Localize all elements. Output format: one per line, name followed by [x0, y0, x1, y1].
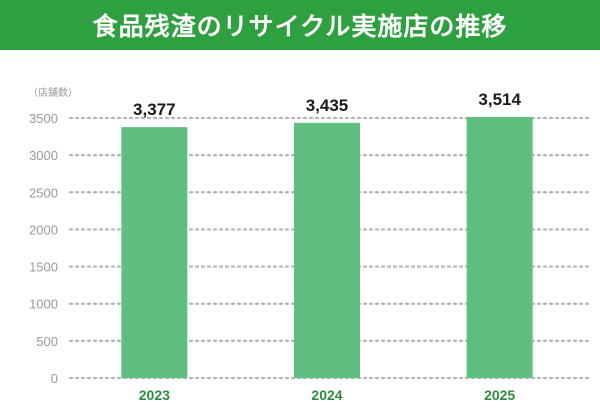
chart-title-banner: 食品残渣のリサイクル実施店の推移: [0, 0, 600, 50]
y-tick-label: 2000: [29, 222, 58, 237]
x-tick-label: 2025: [484, 387, 515, 403]
y-tick-label: 2500: [29, 185, 58, 200]
data-label: 3,514: [478, 90, 521, 109]
bar: [294, 122, 360, 378]
x-tick-label: 2024: [311, 387, 342, 403]
y-axis-unit-label: （店舗数）: [28, 86, 78, 99]
y-tick-label: 500: [36, 334, 58, 349]
bar: [121, 127, 188, 378]
chart-title: 食品残渣のリサイクル実施店の推移: [92, 12, 508, 41]
bars: [121, 116, 533, 379]
data-label: 3,377: [133, 100, 176, 119]
y-tick-label: 1000: [29, 297, 58, 312]
bar: [466, 116, 533, 379]
y-tick-label: 3000: [29, 148, 58, 163]
y-tick-label: 0: [51, 371, 58, 386]
y-tick-label: 3500: [29, 111, 58, 126]
x-tick-label: 2023: [139, 387, 170, 403]
data-label: 3,435: [306, 96, 349, 115]
y-tick-label: 1500: [29, 260, 58, 275]
labels: 0 500 1000 1500 2000 2500 3000 3500 3,377 2023 3,4…: [29, 90, 521, 403]
